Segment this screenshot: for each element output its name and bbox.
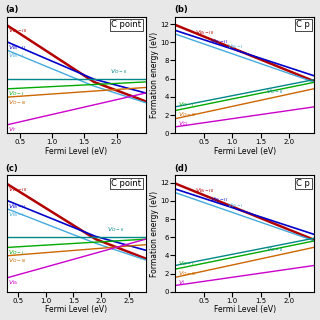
Text: $\mathit{V}_{{O-I}}$: $\mathit{V}_{{O-I}}$	[8, 248, 24, 257]
Text: $\mathit{V}_{{Bi-III}}$: $\mathit{V}_{{Bi-III}}$	[195, 28, 215, 36]
Text: $\mathit{V}_{{Bi-I}}$: $\mathit{V}_{{Bi-I}}$	[227, 201, 244, 210]
Text: C point: C point	[111, 20, 141, 29]
Text: $\mathit{V}_{{Bi-II}}$: $\mathit{V}_{{Bi-II}}$	[210, 196, 228, 204]
Text: $\mathit{V}_{{O-I}}$: $\mathit{V}_{{O-I}}$	[178, 259, 195, 268]
Y-axis label: Formation energy (eV): Formation energy (eV)	[150, 190, 159, 277]
Text: C p: C p	[296, 20, 310, 29]
Text: $\mathit{V}_{{Bi-III}}$: $\mathit{V}_{{Bi-III}}$	[195, 186, 215, 195]
Text: C point: C point	[111, 179, 141, 188]
Text: $\mathit{V}_{{O-I}}$: $\mathit{V}_{{O-I}}$	[8, 89, 24, 98]
Text: $\mathit{V}_{{Bi}}$: $\mathit{V}_{{Bi}}$	[8, 278, 18, 287]
Text: $\mathit{V}_{{Bi-III}}$: $\mathit{V}_{{Bi-III}}$	[8, 27, 28, 36]
Text: $\mathit{V}_{I}$: $\mathit{V}_{I}$	[178, 278, 186, 287]
Text: $\mathit{V}_{{Bi-II}}$: $\mathit{V}_{{Bi-II}}$	[8, 43, 26, 52]
Text: $\mathit{V}_{{O-III}}$: $\mathit{V}_{{O-III}}$	[8, 98, 27, 107]
Text: $\mathit{V}_{{Bi-I}}$: $\mathit{V}_{{Bi-I}}$	[8, 52, 25, 60]
Text: $\mathit{V}_{{O-II}}$: $\mathit{V}_{{O-II}}$	[107, 225, 124, 234]
Y-axis label: Formation energy (eV): Formation energy (eV)	[150, 32, 159, 118]
Text: (a): (a)	[5, 5, 19, 14]
Text: $\mathit{V}_{{Bi-I}}$: $\mathit{V}_{{Bi-I}}$	[227, 42, 244, 51]
X-axis label: Fermi Level (eV): Fermi Level (eV)	[214, 306, 276, 315]
Text: $\mathit{V}_{{O-III}}$: $\mathit{V}_{{O-III}}$	[178, 110, 197, 119]
Text: $\mathit{V}_{{O-II}}$: $\mathit{V}_{{O-II}}$	[266, 245, 284, 254]
Text: C p: C p	[296, 179, 310, 188]
Text: $\mathit{V}_{{O-III}}$: $\mathit{V}_{{O-III}}$	[8, 256, 27, 265]
Text: $\mathit{V}_{{Cl}}$: $\mathit{V}_{{Cl}}$	[178, 120, 189, 128]
Text: $\mathit{V}_{{Bi-II}}$: $\mathit{V}_{{Bi-II}}$	[210, 37, 228, 46]
Text: $\mathit{V}_{{O-I}}$: $\mathit{V}_{{O-I}}$	[178, 100, 195, 109]
X-axis label: Fermi Level (eV): Fermi Level (eV)	[45, 147, 107, 156]
Text: $\mathit{V}_{{O-II}}$: $\mathit{V}_{{O-II}}$	[110, 68, 128, 76]
Text: $\mathit{V}_{{Bi-III}}$: $\mathit{V}_{{Bi-III}}$	[8, 185, 28, 194]
Text: $\mathit{V}_{{O-III}}$: $\mathit{V}_{{O-III}}$	[178, 269, 197, 278]
Text: $\mathit{V}_{{Bi-I}}$: $\mathit{V}_{{Bi-I}}$	[8, 210, 25, 219]
Text: (b): (b)	[174, 5, 188, 14]
X-axis label: Fermi Level (eV): Fermi Level (eV)	[214, 147, 276, 156]
X-axis label: Fermi Level (eV): Fermi Level (eV)	[45, 306, 107, 315]
Text: $\mathit{V}_{F}$: $\mathit{V}_{F}$	[8, 125, 17, 134]
Text: (d): (d)	[174, 164, 188, 173]
Text: (c): (c)	[5, 164, 18, 173]
Text: $\mathit{V}_{{Bi-II}}$: $\mathit{V}_{{Bi-II}}$	[8, 202, 26, 211]
Text: $\mathit{V}_{{O-II}}$: $\mathit{V}_{{O-II}}$	[266, 87, 284, 96]
